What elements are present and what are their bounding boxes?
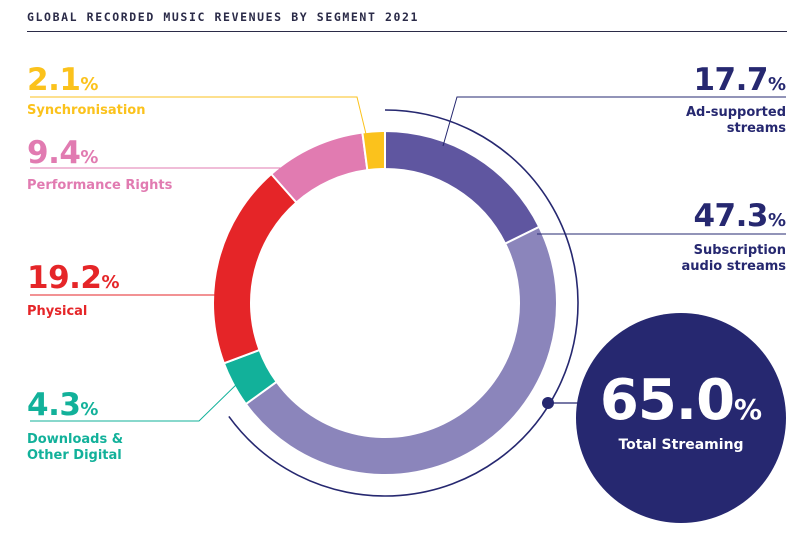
label-downloads: 4.3% Downloads & Other Digital [27,389,123,464]
total-streaming-label: 65.0% Total Streaming [576,314,786,454]
donut-ring [212,129,558,476]
label-ad-supported: 17.7% Ad-supported streams [686,64,786,137]
downloads-name-line2: Other Digital [27,448,122,463]
donut-slice-ad-supported-streams [384,129,541,246]
performance-name: Performance Rights [27,178,173,193]
physical-value: 19.2 [27,260,102,296]
adsupported-percent-sign: % [767,74,786,95]
label-synchronisation: 2.1% Synchronisation [27,64,145,119]
total-streaming-percent-sign: % [734,393,763,426]
adsupported-name-line1: Ad-supported [685,105,786,120]
leader-line-adsupported [442,96,786,147]
header-rule [27,31,787,32]
downloads-value: 4.3 [27,387,81,423]
donut-slice-synchronisation [361,129,386,172]
donut-slice-subscription-audio-streams [244,225,558,476]
label-subscription: 47.3% Subscription audio streams [682,200,786,275]
label-performance-rights: 9.4% Performance Rights [27,137,172,194]
donut-slice-physical [212,172,298,365]
downloads-percent-sign: % [80,399,99,420]
downloads-name-line1: Downloads & [27,432,124,447]
bracket-dot [542,397,554,409]
physical-percent-sign: % [101,272,120,293]
leader-lines [30,96,786,422]
adsupported-value: 17.7 [693,62,768,98]
subscription-name-line2: audio streams [681,259,786,274]
total-streaming-circle [576,313,786,523]
physical-name: Physical [27,304,88,319]
subscription-name-line1: Subscription [693,243,786,258]
adsupported-name-line2: streams [726,121,786,136]
label-physical: 19.2% Physical [27,262,120,320]
subscription-percent-sign: % [767,210,786,231]
leader-line-synchronisation [30,96,367,135]
performance-percent-sign: % [80,147,99,168]
performance-value: 9.4 [27,135,81,171]
synchronisation-value: 2.1 [27,62,81,98]
total-streaming-value: 65.0 [599,368,735,433]
subscription-value: 47.3 [693,198,768,234]
leader-line-downloads [30,380,241,422]
synchronisation-percent-sign: % [80,74,99,95]
chart-title: GLOBAL RECORDED MUSIC REVENUES BY SEGMEN… [27,10,420,24]
total-streaming-caption: Total Streaming [618,437,744,453]
synchronisation-name: Synchronisation [27,103,146,118]
streaming-bracket-arc [228,109,579,497]
